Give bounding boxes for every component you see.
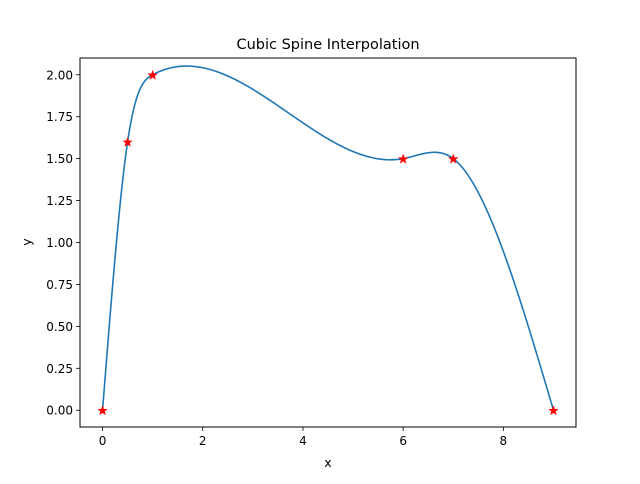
y-tick-label: 1.75 <box>46 110 73 124</box>
x-tick-label: 2 <box>199 434 207 448</box>
spline-line <box>101 65 555 411</box>
y-tick-label: 1.00 <box>46 236 73 250</box>
x-axis-label: x <box>324 455 331 470</box>
x-tick-label: 8 <box>500 434 508 448</box>
data-point-marker <box>147 69 158 80</box>
y-tick-label: 0.50 <box>46 320 73 334</box>
data-point-marker <box>122 136 133 147</box>
x-tick-label: 6 <box>399 434 407 448</box>
y-axis-label: y <box>19 238 34 246</box>
plot-area: 0 2 4 6 8 0.00 0.25 0.50 0.75 1.00 1.25 1.50 1.75 2.0… <box>46 65 559 448</box>
y-tick-label: 0.75 <box>46 278 73 292</box>
y-tick-label: 1.50 <box>46 152 73 166</box>
y-tick-label: 0.00 <box>46 404 73 418</box>
data-point-marker <box>548 405 559 416</box>
x-tick-label: 4 <box>299 434 307 448</box>
data-point-marker <box>97 405 108 416</box>
y-tick-label: 1.25 <box>46 194 73 208</box>
data-point-marker <box>397 153 409 164</box>
x-tick-label: 0 <box>99 434 107 448</box>
data-point-marker <box>448 153 459 164</box>
chart-title: Cubic Spine Interpolation <box>236 37 419 53</box>
axes-frame <box>79 57 577 428</box>
y-tick-label: 2.00 <box>46 68 73 82</box>
y-tick-label: 0.25 <box>46 362 73 376</box>
